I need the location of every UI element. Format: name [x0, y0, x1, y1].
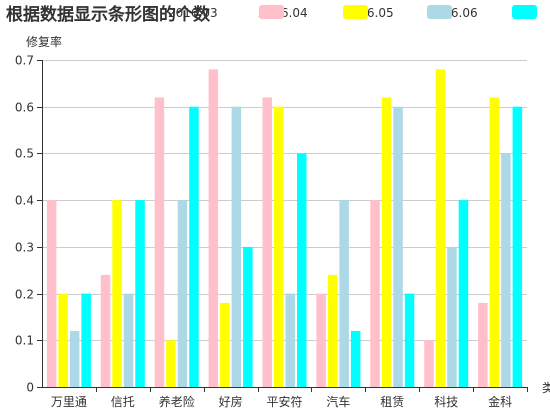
chart-title: 根据数据显示条形图的个数	[6, 4, 211, 25]
y-tick-label: 0.7	[15, 54, 34, 68]
x-tick-label: 租赁	[380, 395, 404, 409]
x-tick-label: 金科	[488, 394, 512, 409]
bar[interactable]	[166, 340, 176, 387]
bars	[46, 69, 523, 388]
bar[interactable]	[177, 200, 188, 387]
bar[interactable]	[489, 97, 500, 388]
y-tick-label: 0.2	[15, 288, 34, 302]
bar[interactable]	[285, 293, 296, 387]
y-tick-label: 0.1	[15, 334, 34, 348]
bar[interactable]	[512, 106, 523, 387]
y-tick-label: 0.3	[15, 241, 34, 255]
bar[interactable]	[501, 153, 511, 387]
bar[interactable]	[262, 97, 273, 388]
bar[interactable]	[339, 200, 349, 387]
bar[interactable]	[100, 274, 111, 387]
bar[interactable]	[404, 293, 415, 387]
bar[interactable]	[393, 106, 403, 387]
bar[interactable]	[81, 293, 91, 387]
legend-swatch[interactable]	[512, 5, 537, 19]
y-tick-label: 0.5	[15, 147, 34, 161]
y-tick-label: 0	[26, 381, 34, 395]
y-tick-label: 0.4	[15, 194, 34, 208]
bar[interactable]	[231, 106, 242, 387]
bar[interactable]	[435, 69, 446, 388]
x-axis-title: 类	[542, 381, 550, 395]
grid-lines	[42, 60, 527, 341]
bar[interactable]	[135, 200, 145, 387]
bar[interactable]	[58, 293, 68, 387]
bar[interactable]	[424, 340, 434, 387]
bar[interactable]	[447, 246, 457, 387]
legend-item[interactable]: 2016.03	[168, 6, 218, 20]
bar[interactable]	[274, 106, 284, 387]
x-tick-label: 万里通	[51, 395, 87, 409]
x-tick-label: 平安符	[266, 394, 302, 409]
bar[interactable]	[478, 302, 488, 387]
bar[interactable]	[350, 330, 361, 387]
bar[interactable]	[123, 293, 134, 387]
x-tick-label: 科技	[434, 395, 458, 409]
y-tick-label: 0.6	[15, 101, 34, 115]
legend-swatch[interactable]	[259, 5, 284, 19]
x-tick-label: 养老险	[159, 394, 195, 409]
bar[interactable]	[112, 200, 122, 387]
bar[interactable]	[46, 200, 57, 387]
bar[interactable]	[69, 330, 80, 387]
bar[interactable]	[370, 200, 380, 387]
bar[interactable]	[154, 97, 165, 388]
x-tick-label: 好房	[219, 394, 243, 409]
legend-swatch[interactable]	[343, 5, 368, 19]
bar[interactable]	[243, 246, 253, 387]
bar[interactable]	[316, 293, 326, 387]
legend-swatch[interactable]	[427, 5, 452, 19]
x-tick-label: 汽车	[326, 394, 350, 409]
x-tick-label: 信托	[111, 395, 135, 409]
legend-label: 2016.03	[168, 6, 218, 20]
bar[interactable]	[458, 200, 469, 387]
bar[interactable]	[220, 302, 230, 387]
axes: 0 0.1 0.2 0.3 0.4 0.5 0.6 0.7 万里通 信托 养老险 好房 平安符 汽车 租赁 科…	[15, 54, 528, 409]
bar[interactable]	[381, 97, 392, 388]
bar[interactable]	[327, 274, 338, 387]
y-axis-title: 修复率	[26, 34, 62, 49]
bar[interactable]	[189, 106, 199, 387]
bar[interactable]	[208, 69, 219, 388]
bar[interactable]	[297, 153, 307, 387]
